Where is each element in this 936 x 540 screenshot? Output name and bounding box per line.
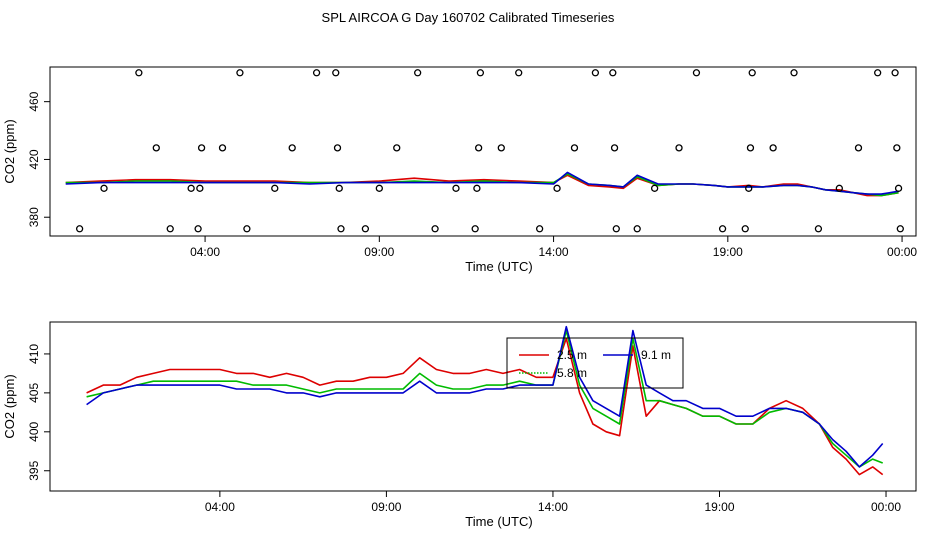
- x-axis-label: Time (UTC): [465, 259, 532, 274]
- calibration-point: [650, 184, 659, 192]
- calibration-point: [769, 144, 777, 152]
- series-line-25m: [86, 337, 884, 476]
- calibration-point: [790, 69, 798, 77]
- x-tick-label: 00:00: [887, 245, 917, 259]
- calibration-point: [75, 225, 84, 233]
- calibration-point: [332, 69, 340, 77]
- calibration-point: [166, 225, 174, 233]
- y-tick-label: 395: [27, 460, 41, 480]
- calibration-point: [675, 144, 683, 152]
- bottom-panel: 04:00 09:00 14:00 19:00 00:00 Time (UTC) 395 40…: [2, 321, 917, 529]
- calibration-point: [474, 144, 483, 152]
- calibration-point: [894, 184, 903, 192]
- calibration-point: [218, 144, 227, 152]
- x-tick-label: 09:00: [371, 500, 401, 514]
- y-tick-label: 460: [27, 91, 41, 111]
- calibration-point: [361, 225, 370, 233]
- y-tick-label: 410: [27, 344, 41, 364]
- calibration-point: [893, 144, 901, 152]
- calibration-point: [891, 69, 899, 77]
- calibration-point: [152, 144, 160, 152]
- calibration-point: [633, 225, 641, 233]
- calibration-point: [535, 225, 544, 233]
- x-axis-label: Time (UTC): [465, 514, 532, 529]
- x-tick-label: 00:00: [871, 500, 901, 514]
- calibration-point: [414, 69, 422, 77]
- plot-frame: [49, 66, 917, 237]
- x-tick-label: 04:00: [190, 245, 220, 259]
- calibration-point: [612, 225, 620, 233]
- legend-box: [506, 337, 684, 389]
- calibration-point: [312, 69, 321, 77]
- calibration-point: [610, 144, 619, 152]
- calibration-point: [288, 144, 296, 152]
- calibration-point: [187, 184, 195, 192]
- calibration-point: [452, 184, 460, 192]
- calibration-point: [515, 69, 523, 77]
- calibration-point: [196, 184, 204, 192]
- series-line-91m: [65, 171, 899, 195]
- calibration-point: [375, 184, 383, 192]
- x-tick-label: 14:00: [538, 500, 568, 514]
- legend-label-25m: 2.5 m: [557, 348, 587, 362]
- calibration-point: [814, 225, 823, 233]
- calibration-point: [236, 69, 244, 77]
- calibration-point: [194, 225, 202, 233]
- calibration-point: [748, 69, 756, 77]
- x-tick-label: 04:00: [205, 500, 235, 514]
- legend-label-91m: 9.1 m: [641, 348, 671, 362]
- calibration-point: [471, 225, 479, 233]
- calibration-point: [741, 225, 749, 233]
- calibration-point: [874, 69, 882, 77]
- figure-title: SPL AIRCOA G Day 160702 Calibrated Times…: [322, 10, 615, 25]
- calibration-point: [570, 144, 579, 152]
- plot-frame: [49, 321, 917, 492]
- y-axis-label: CO2 (ppm): [2, 374, 17, 438]
- series-line-58m: [86, 329, 883, 468]
- calibration-point: [473, 184, 481, 192]
- calibration-point: [896, 225, 904, 233]
- y-tick-label: 380: [27, 207, 41, 227]
- legend-label-58m: 5.8 m: [557, 366, 587, 380]
- calibration-point: [333, 144, 342, 152]
- calibration-point: [271, 184, 279, 192]
- y-tick-label: 405: [27, 383, 41, 403]
- series-line-91m: [86, 325, 884, 468]
- x-tick-label: 14:00: [539, 245, 569, 259]
- calibration-point: [497, 144, 505, 152]
- calibration-point: [393, 144, 401, 152]
- calibration-point: [854, 144, 863, 152]
- calibration-point: [591, 69, 600, 77]
- calibration-point: [476, 69, 485, 77]
- calibration-point: [609, 69, 617, 77]
- y-tick-label: 420: [27, 149, 41, 169]
- calibration-point: [746, 144, 755, 152]
- calibration-point: [835, 184, 843, 192]
- calibration-point: [335, 184, 343, 192]
- calibration-point: [431, 225, 439, 233]
- calibration-point: [337, 225, 345, 233]
- top-panel: 04:00 09:00 14:00 19:00 00:00 Time (UTC) 380 42…: [2, 66, 917, 274]
- calibration-point: [553, 184, 561, 192]
- x-tick-label: 19:00: [713, 245, 743, 259]
- y-tick-label: 400: [27, 421, 41, 441]
- x-tick-label: 19:00: [704, 500, 734, 514]
- calibration-point: [243, 225, 251, 233]
- calibration-point: [692, 69, 701, 77]
- calibration-point: [745, 184, 753, 192]
- y-axis-label: CO2 (ppm): [2, 119, 17, 183]
- x-tick-label: 09:00: [364, 245, 394, 259]
- calibration-point: [718, 225, 727, 233]
- calibration-point: [197, 144, 206, 152]
- calibration-point: [100, 184, 108, 192]
- calibration-point: [135, 69, 143, 77]
